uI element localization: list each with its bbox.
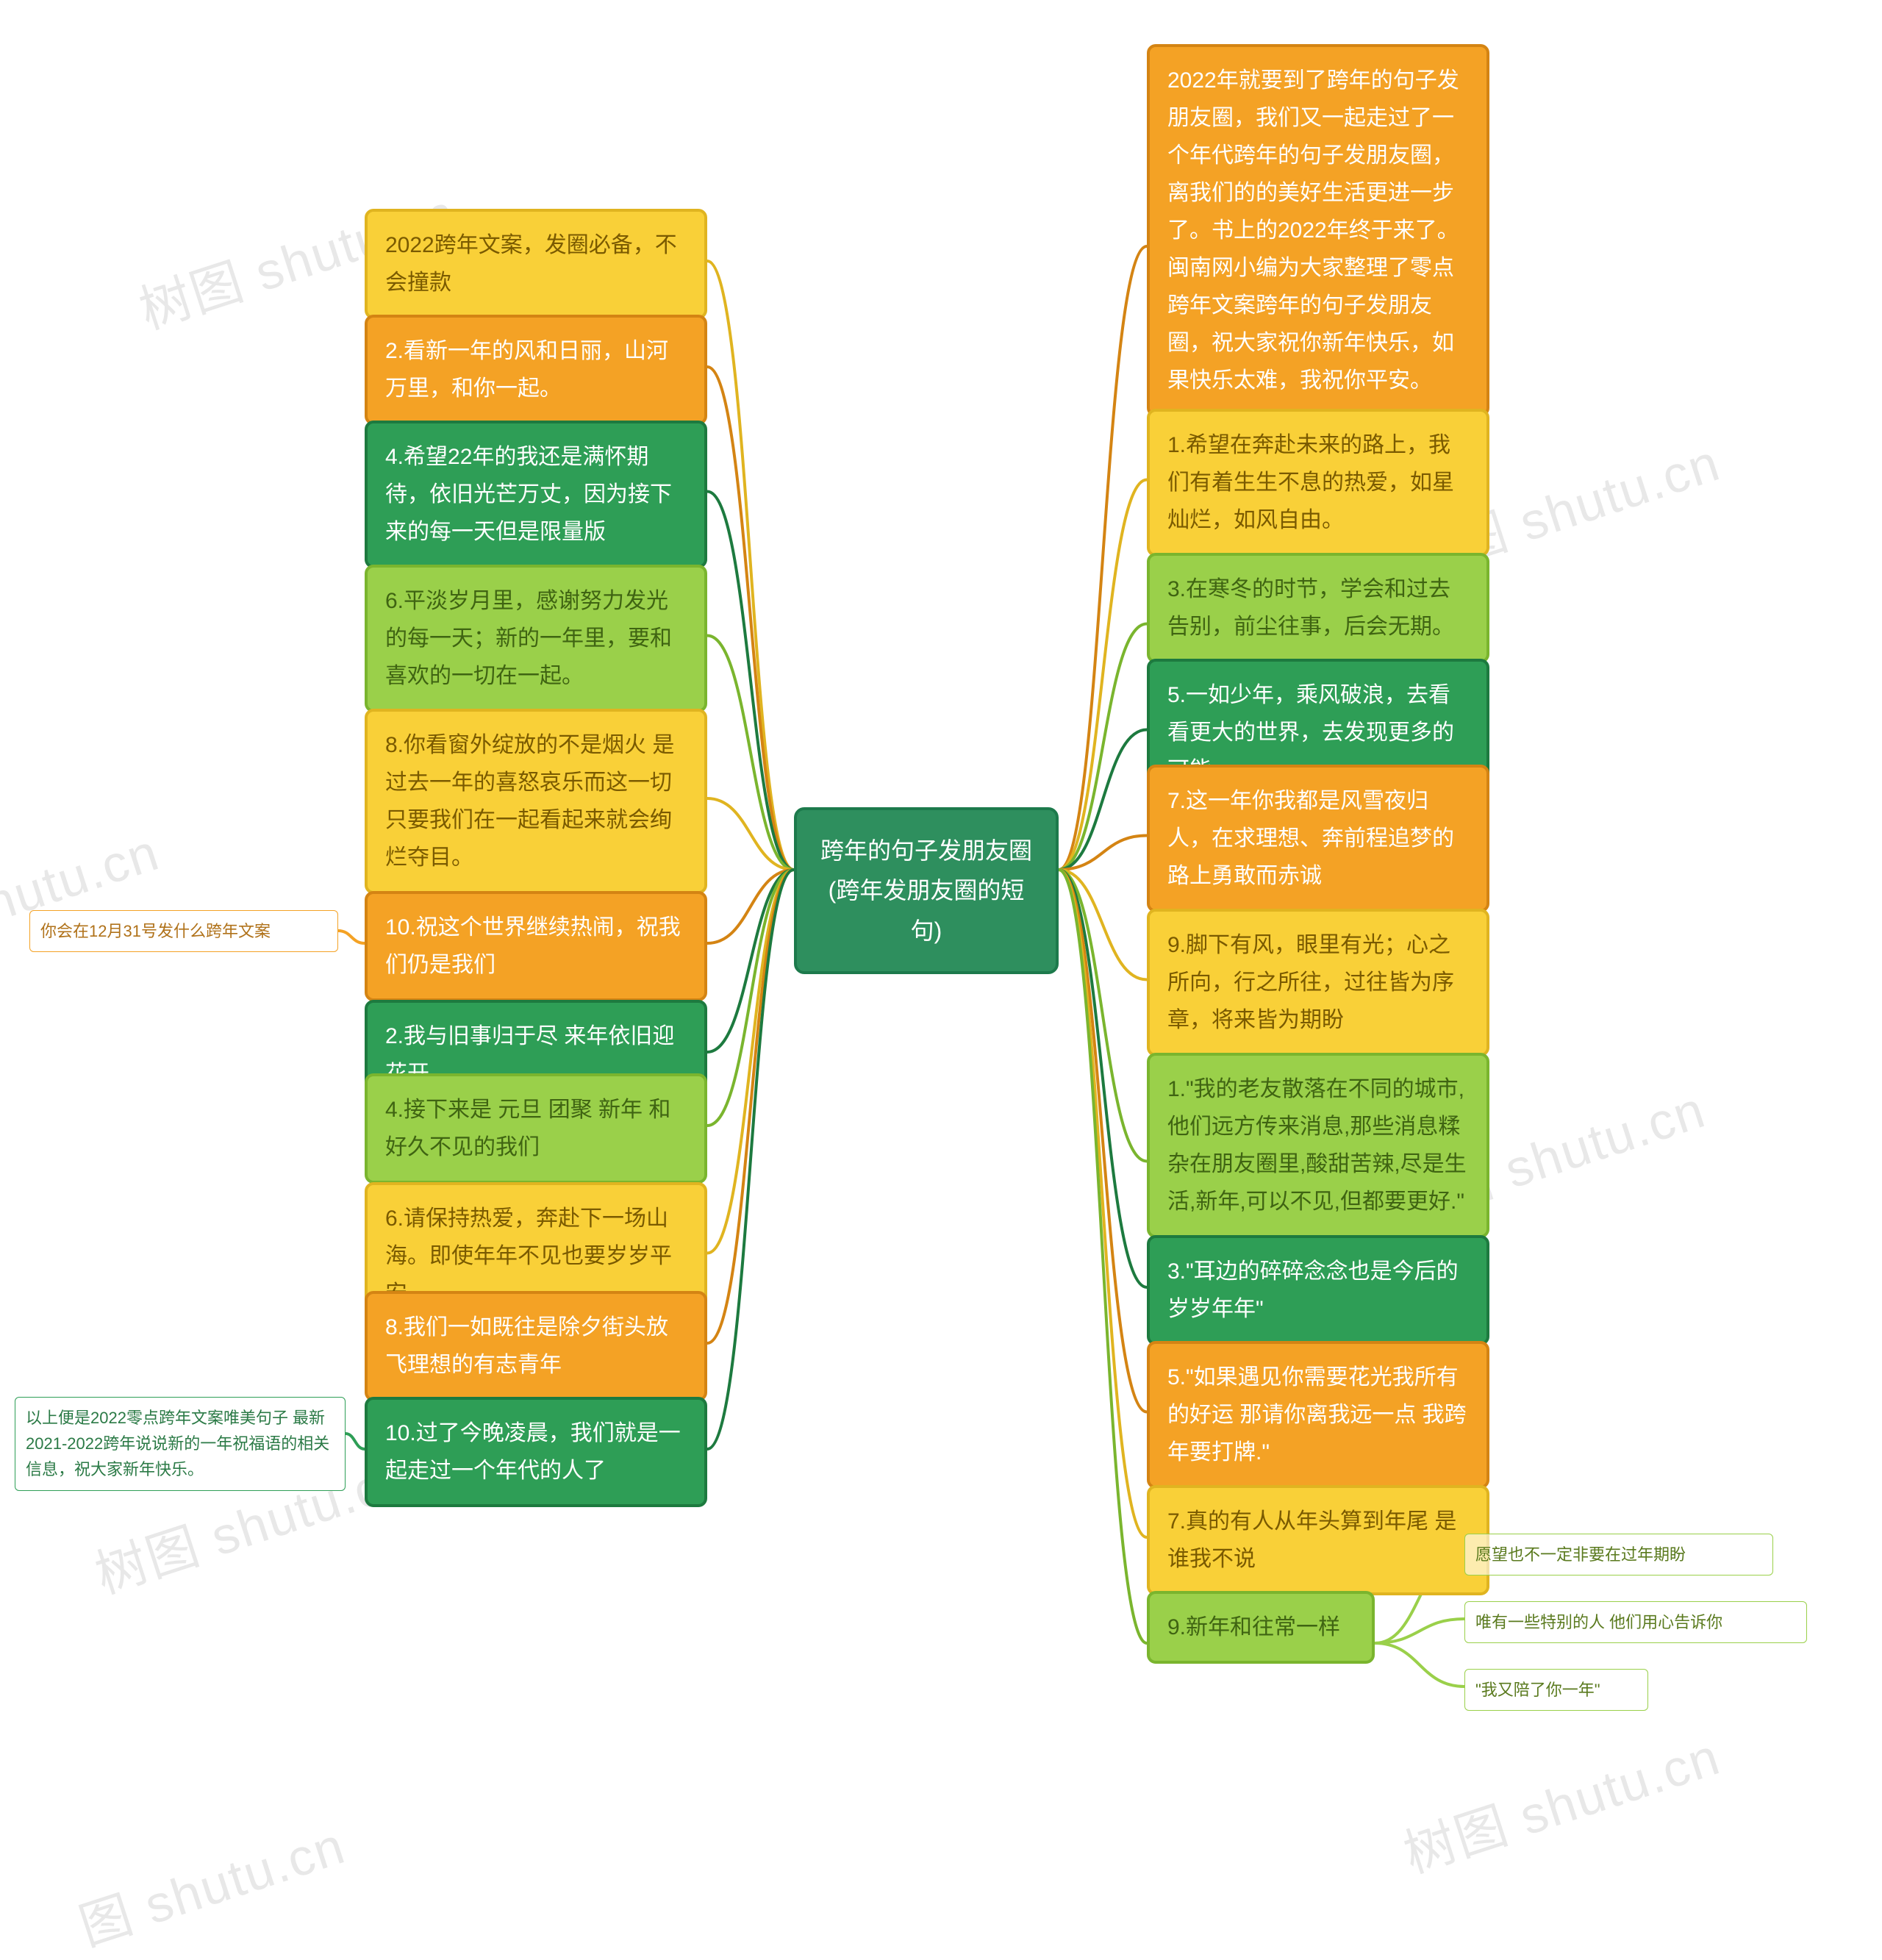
edge	[338, 931, 365, 943]
node-text: 10.过了今晚凌晨，我们就是一起走过一个年代的人了	[385, 1421, 681, 1483]
node-text: 10.祝这个世界继续热闹，祝我们仍是我们	[385, 915, 681, 977]
left-node-L3[interactable]: 4.希望22年的我还是满怀期待，依旧光芒万丈，因为接下来的每一天但是限量版	[365, 421, 707, 568]
left-node-L1[interactable]: 2022跨年文案，发圈必备，不会撞款	[365, 209, 707, 319]
annotation-A1: 你会在12月31号发什么跨年文案	[29, 910, 338, 952]
left-node-L2[interactable]: 2.看新一年的风和日丽，山河万里，和你一起。	[365, 315, 707, 425]
edge	[707, 261, 794, 870]
node-text: 2.看新一年的风和日丽，山河万里，和你一起。	[385, 339, 668, 401]
edge	[1059, 870, 1147, 1287]
edge	[346, 1434, 365, 1449]
left-node-L11[interactable]: 10.过了今晚凌晨，我们就是一起走过一个年代的人了	[365, 1397, 707, 1507]
node-text: 3.在寒冬的时节，学会和过去告别，前尘往事，后会无期。	[1167, 577, 1454, 639]
right-node-R10[interactable]: 7.真的有人从年头算到年尾 是谁我不说	[1147, 1485, 1489, 1595]
left-node-L5[interactable]: 8.你看窗外绽放的不是烟火 是过去一年的喜怒哀乐而这一切 只要我们在一起看起来就…	[365, 709, 707, 894]
edge	[1059, 624, 1147, 870]
edge	[707, 870, 794, 1253]
node-text: 9.脚下有风，眼里有光；心之所向，行之所往，过往皆为序章，将来皆为期盼	[1167, 933, 1454, 1032]
left-node-L8[interactable]: 4.接下来是 元旦 团聚 新年 和好久不见的我们	[365, 1073, 707, 1184]
node-text: 3."耳边的碎碎念念也是今后的岁岁年年"	[1167, 1259, 1459, 1321]
edge	[1059, 246, 1147, 870]
node-text: 2022跨年文案，发圈必备，不会撞款	[385, 233, 677, 295]
right-node-R7[interactable]: 1."我的老友散落在不同的城市,他们远方传来消息,那些消息糅杂在朋友圈里,酸甜苦…	[1147, 1053, 1489, 1238]
watermark-text: 图 shutu.cn	[69, 1805, 354, 1960]
node-text: 2022年就要到了跨年的句子发朋友圈，我们又一起走过了一个年代跨年的句子发朋友圈…	[1167, 68, 1459, 393]
sub-node-S2[interactable]: 唯有一些特别的人 他们用心告诉你	[1464, 1601, 1807, 1643]
right-node-R11[interactable]: 9.新年和往常一样	[1147, 1591, 1375, 1664]
right-node-R1[interactable]: 2022年就要到了跨年的句子发朋友圈，我们又一起走过了一个年代跨年的句子发朋友圈…	[1147, 44, 1489, 417]
edge	[707, 870, 794, 943]
sub-node-S1[interactable]: 愿望也不一定非要在过年期盼	[1464, 1534, 1773, 1575]
sub-node-S3[interactable]: "我又陪了你一年"	[1464, 1669, 1648, 1711]
node-text: 8.你看窗外绽放的不是烟火 是过去一年的喜怒哀乐而这一切 只要我们在一起看起来就…	[385, 733, 674, 870]
edge	[1375, 1619, 1464, 1643]
node-text: 8.我们一如既往是除夕街头放飞理想的有志青年	[385, 1315, 668, 1377]
edge	[1059, 480, 1147, 870]
edge	[707, 367, 794, 870]
edge	[1059, 870, 1147, 1412]
right-node-R3[interactable]: 3.在寒冬的时节，学会和过去告别，前尘往事，后会无期。	[1147, 553, 1489, 663]
node-text: 4.接下来是 元旦 团聚 新年 和好久不见的我们	[385, 1098, 670, 1159]
right-node-R8[interactable]: 3."耳边的碎碎念念也是今后的岁岁年年"	[1147, 1235, 1489, 1345]
right-node-R5[interactable]: 7.这一年你我都是风雪夜归人，在求理想、奔前程追梦的路上勇敢而赤诚	[1147, 765, 1489, 912]
node-text: 1."我的老友散落在不同的城市,他们远方传来消息,那些消息糅杂在朋友圈里,酸甜苦…	[1167, 1077, 1467, 1214]
node-text: 4.希望22年的我还是满怀期待，依旧光芒万丈，因为接下来的每一天但是限量版	[385, 445, 672, 544]
edge	[1059, 870, 1147, 1537]
node-text: 9.新年和往常一样	[1167, 1615, 1340, 1639]
edge	[1059, 730, 1147, 870]
edge	[707, 870, 794, 1449]
node-text: 7.真的有人从年头算到年尾 是谁我不说	[1167, 1509, 1456, 1571]
left-node-L4[interactable]: 6.平淡岁月里，感谢努力发光的每一天；新的一年里，要和喜欢的一切在一起。	[365, 565, 707, 712]
center-topic-text: 跨年的句子发朋友圈(跨年发朋友圈的短句)	[820, 837, 1032, 944]
watermark-text: 树图 shutu.cn	[1393, 1716, 1728, 1888]
right-node-R6[interactable]: 9.脚下有风，眼里有光；心之所向，行之所往，过往皆为序章，将来皆为期盼	[1147, 909, 1489, 1056]
node-text: 5."如果遇见你需要花光我所有的好运 那请你离我远一点 我跨年要打牌."	[1167, 1365, 1467, 1464]
edge	[1375, 1643, 1464, 1687]
left-node-L10[interactable]: 8.我们一如既往是除夕街头放飞理想的有志青年	[365, 1291, 707, 1401]
mindmap-canvas: 树图 shutu.cn树图 shutu.cnshutu.cn树图 shutu.c…	[0, 0, 1882, 1903]
edge	[1059, 870, 1147, 1643]
edge	[707, 870, 794, 1052]
edge	[1059, 836, 1147, 870]
center-topic[interactable]: 跨年的句子发朋友圈(跨年发朋友圈的短句)	[794, 807, 1059, 974]
node-text: 6.平淡岁月里，感谢努力发光的每一天；新的一年里，要和喜欢的一切在一起。	[385, 589, 672, 688]
right-node-R9[interactable]: 5."如果遇见你需要花光我所有的好运 那请你离我远一点 我跨年要打牌."	[1147, 1341, 1489, 1489]
node-text: 1.希望在奔赴未来的路上，我们有着生生不息的热爱，如星灿烂，如风自由。	[1167, 433, 1454, 532]
edge	[1059, 870, 1147, 980]
edge	[707, 636, 794, 870]
edge	[707, 870, 794, 1343]
left-node-L6[interactable]: 10.祝这个世界继续热闹，祝我们仍是我们	[365, 891, 707, 1001]
edge	[707, 870, 794, 1126]
edge	[1059, 870, 1147, 1162]
annotation-A2: 以上便是2022零点跨年文案唯美句子 最新2021-2022跨年说说新的一年祝福…	[15, 1397, 346, 1491]
edge	[707, 492, 794, 870]
node-text: 7.这一年你我都是风雪夜归人，在求理想、奔前程追梦的路上勇敢而赤诚	[1167, 789, 1454, 888]
right-node-R2[interactable]: 1.希望在奔赴未来的路上，我们有着生生不息的热爱，如星灿烂，如风自由。	[1147, 409, 1489, 557]
edge	[707, 798, 794, 870]
